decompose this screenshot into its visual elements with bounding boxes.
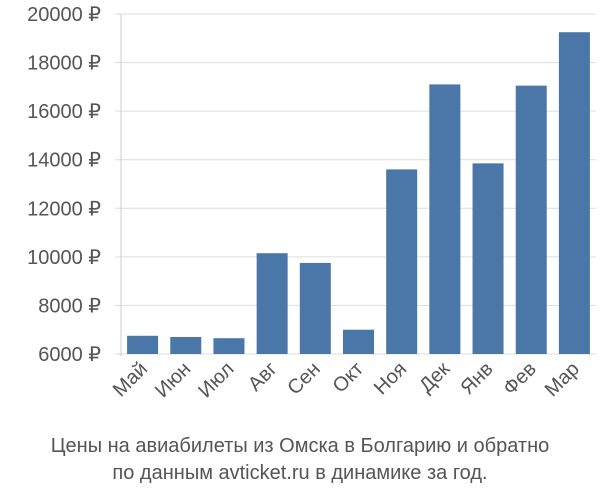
price-bar-chart: 6000 ₽ 8000 ₽ 10000 ₽ 12000 ₽ 14000 ₽ 16000 ₽…	[27, 4, 596, 402]
y-tick-label: 14000 ₽	[27, 150, 101, 172]
bar	[515, 85, 547, 355]
bar	[472, 163, 504, 354]
y-tick-label: 8000 ₽	[38, 295, 101, 317]
x-tick-label: Янв	[456, 358, 497, 399]
x-tick-label: Май	[109, 358, 152, 401]
chart-caption-line-1: Цены на авиабилеты из Омска в Болгарию и…	[50, 435, 550, 457]
bar	[213, 338, 245, 354]
chart-caption-line-2: по данным avticket.ru в динамике за год.	[112, 462, 488, 484]
y-tick-label: 16000 ₽	[27, 101, 101, 123]
x-tick-label: Авг	[244, 358, 282, 396]
y-tick-label: 10000 ₽	[27, 247, 101, 269]
bar	[429, 84, 461, 354]
x-tick-label: Сен	[283, 358, 324, 399]
x-tick-label: Дек	[415, 358, 454, 397]
y-tick-label: 18000 ₽	[27, 53, 101, 75]
bar	[299, 262, 331, 354]
bar	[558, 32, 590, 354]
bar	[386, 169, 418, 354]
grid-lines	[115, 13, 596, 355]
y-tick-labels: 6000 ₽ 8000 ₽ 10000 ₽ 12000 ₽ 14000 ₽ 16000 ₽…	[27, 4, 101, 366]
x-tick-label: Фев	[499, 358, 541, 400]
x-tick-label: Ноя	[370, 358, 411, 399]
bar	[343, 329, 374, 354]
bar	[256, 253, 288, 354]
x-tick-label: Июн	[151, 358, 195, 402]
y-tick-label: 6000 ₽	[38, 344, 101, 366]
x-tick-label: Июл	[194, 358, 238, 402]
y-tick-label: 12000 ₽	[27, 198, 101, 220]
bar	[170, 337, 202, 354]
y-tick-label: 20000 ₽	[27, 4, 101, 26]
x-tick-label: Окт	[329, 358, 368, 397]
bars	[127, 32, 590, 355]
x-tick-label: Мар	[541, 358, 584, 401]
bar	[127, 335, 159, 354]
